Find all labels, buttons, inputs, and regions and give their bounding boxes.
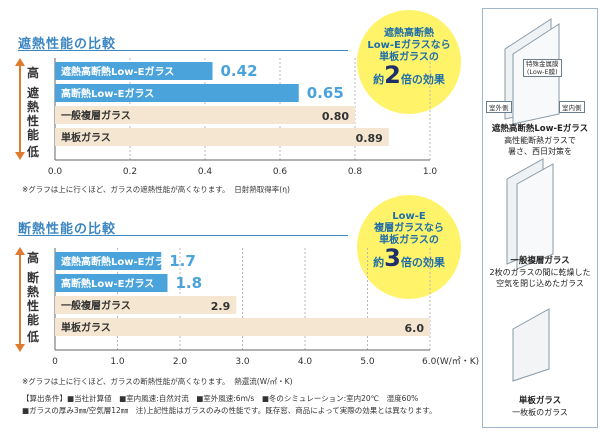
pair-glass-shape-inner xyxy=(516,163,554,270)
chart1-bar-category: 高断熱Low-Eガラス xyxy=(61,87,154,100)
chart2-bar xyxy=(55,274,168,292)
chart2-tick-label: 6.0(W/㎡・K) xyxy=(422,356,479,367)
inside-tag: 室内側 xyxy=(559,101,585,113)
single-glass-shape xyxy=(512,308,550,382)
callout2-line2: 複層ガラスなら xyxy=(374,223,444,234)
glass2-name: 一般複層ガラス xyxy=(510,256,570,266)
chart1-data-label: 0.89 xyxy=(356,132,383,145)
chart2-data-label: 6.0 xyxy=(405,322,425,335)
chart1-arrow-up xyxy=(15,58,25,66)
chart2-x-label: 熱還流(W/㎡・K) xyxy=(234,377,293,386)
footnote-1: 【算出条件】■当社計算値 ■室内風速:自然対流 ■室外風速:6m/s ■冬のシミ… xyxy=(22,394,419,403)
chart2-tick-label: 0 xyxy=(52,357,58,367)
chart2-tick-label: 1.0 xyxy=(110,357,125,367)
chart1-title: 遮熱性能の比較 xyxy=(18,37,117,52)
chart2-tick-label: 5.0 xyxy=(360,357,375,367)
glass-types-panel: 特殊金属膜 (Low-E膜) 室外側 室内側 遮熱高断熱Low-Eガラス 高性能断… xyxy=(482,8,598,428)
glass3-name: 単板ガラス xyxy=(518,396,562,406)
chart1-bar xyxy=(55,62,213,80)
chart2-arrow-up xyxy=(15,247,25,255)
glass2-desc1: 2枚のガラスの間に乾燥した xyxy=(489,268,591,277)
chart2-note-text: ※グラフは上に行くほど、ガラスの断熱性能が高くなります。 xyxy=(22,377,230,386)
chart2-bar xyxy=(55,296,237,314)
chart2-arrow-down xyxy=(15,344,25,352)
chart1-arrow-down xyxy=(15,152,25,160)
chart1-tick-label: 0.6 xyxy=(273,167,288,177)
callout1-line1: 遮熱高断熱 xyxy=(384,28,434,39)
chart2-bar-category: 遮熱高断熱Low-Eガラス xyxy=(61,255,174,268)
chart1-data-label: 0.65 xyxy=(307,84,344,102)
glass3-desc1: 一枚板のガラス xyxy=(512,408,568,417)
chart2-tick-label: 2.0 xyxy=(173,357,188,367)
chart1-bar-category: 遮熱高断熱Low-Eガラス xyxy=(61,65,174,78)
callout1-prefix: 約 xyxy=(373,73,385,86)
chart2-bar xyxy=(55,318,430,336)
footnote-2: ■ガラスの厚み3㎜/空気層12㎜ 注)上記性能はガラスのみの性能です。既存窓、商… xyxy=(22,406,437,415)
chart2-data-label: 1.8 xyxy=(176,274,203,292)
chart2-y-bottom: 低 xyxy=(26,330,39,344)
chart1-bar xyxy=(55,128,389,146)
metal-film-tag: 特殊金属膜 (Low-E膜) xyxy=(523,59,562,77)
chart1-bar-category: 一般複層ガラス xyxy=(61,109,131,122)
bar-charts: 0.0 0.2 0.4 0.6 0.8 1.0 遮熱高断熱Low-Eガラス 0.42 高断熱Lo… xyxy=(15,58,479,367)
chart2-bar xyxy=(55,252,162,270)
chart2-data-label: 2.9 xyxy=(211,300,231,313)
chart2-title-rule xyxy=(18,235,348,236)
chart1-y-top: 高 xyxy=(26,66,39,80)
callout1-line3: 単板ガラスの xyxy=(379,52,439,63)
chart2-note: ※グラフは上に行くほど、ガラスの断熱性能が高くなります。 熱還流(W/㎡・K) xyxy=(22,376,293,387)
chart2-y-label: 断熱性能 xyxy=(26,271,39,327)
callout1-number: 2 xyxy=(384,61,401,89)
chart1-bar xyxy=(55,84,299,102)
callout1-suffix: 倍の効果 xyxy=(400,73,445,86)
chart1-data-label: 0.80 xyxy=(322,110,349,123)
outside-tag: 室外側 xyxy=(486,101,512,113)
chart1-note-text: ※グラフは上に行くほど、ガラスの遮熱性能が高くなります。 xyxy=(22,185,230,194)
chart1-tick-label: 0.2 xyxy=(123,167,137,177)
chart2-callout: Low-E 複層ガラスなら 単板ガラスの 約3倍の効果 xyxy=(357,195,461,299)
metal-film-text: 特殊金属膜 xyxy=(526,60,559,68)
chart1-bar-category: 単板ガラス xyxy=(61,131,111,144)
chart2-tick-label: 3.0 xyxy=(235,357,250,367)
chart1-note: ※グラフは上に行くほど、ガラスの遮熱性能が高くなります。 日射熱取得率(η) xyxy=(22,184,290,195)
chart1-callout: 遮熱高断熱 Low-Eガラスなら 単板ガラスの 約2倍の効果 xyxy=(357,10,461,114)
chart1-tick-label: 0.4 xyxy=(198,167,213,177)
lowe-film-text: (Low-E膜) xyxy=(526,68,558,76)
chart2-bar-category: 一般複層ガラス xyxy=(61,299,131,312)
chart1-title-rule xyxy=(18,50,348,51)
chart1-tick-label: 1.0 xyxy=(423,167,438,177)
glass-illustrations xyxy=(504,18,560,382)
chart2-y-top: 高 xyxy=(26,251,39,265)
callout2-prefix: 約 xyxy=(373,256,385,269)
chart1-bar xyxy=(55,106,355,124)
callout2-line3: 単板ガラスの xyxy=(379,235,439,246)
glass1-name: 遮熱高断熱Low-Eガラス xyxy=(491,124,589,134)
chart1-x-label: 日射熱取得率(η) xyxy=(234,185,290,194)
chart1-y-bottom: 低 xyxy=(26,145,39,159)
chart1-y-label: 遮熱性能 xyxy=(26,86,39,142)
chart2-title: 断熱性能の比較 xyxy=(18,222,117,237)
chart1-tick-label: 0.0 xyxy=(48,167,63,177)
chart2-bar-category: 単板ガラス xyxy=(61,321,111,334)
glass1-desc2: 暑さ、西日対策を xyxy=(508,147,572,156)
glass2-desc2: 空気を閉じ込めたガラス xyxy=(496,279,584,288)
callout2-number: 3 xyxy=(384,244,401,272)
glass1-desc1: 高性能断熱ガラスで xyxy=(504,136,576,145)
callout2-suffix: 倍の効果 xyxy=(400,256,445,269)
chart1-tick-label: 0.8 xyxy=(348,167,363,177)
chart2-tick-label: 4.0 xyxy=(298,357,313,367)
callout1-line2: Low-Eガラスなら xyxy=(367,40,451,51)
chart1-data-label: 0.42 xyxy=(221,62,258,80)
chart2-data-label: 1.7 xyxy=(169,252,196,270)
callout2-line1: Low-E xyxy=(392,211,426,222)
chart2-bar-category: 高断熱Low-Eガラス xyxy=(61,277,154,290)
